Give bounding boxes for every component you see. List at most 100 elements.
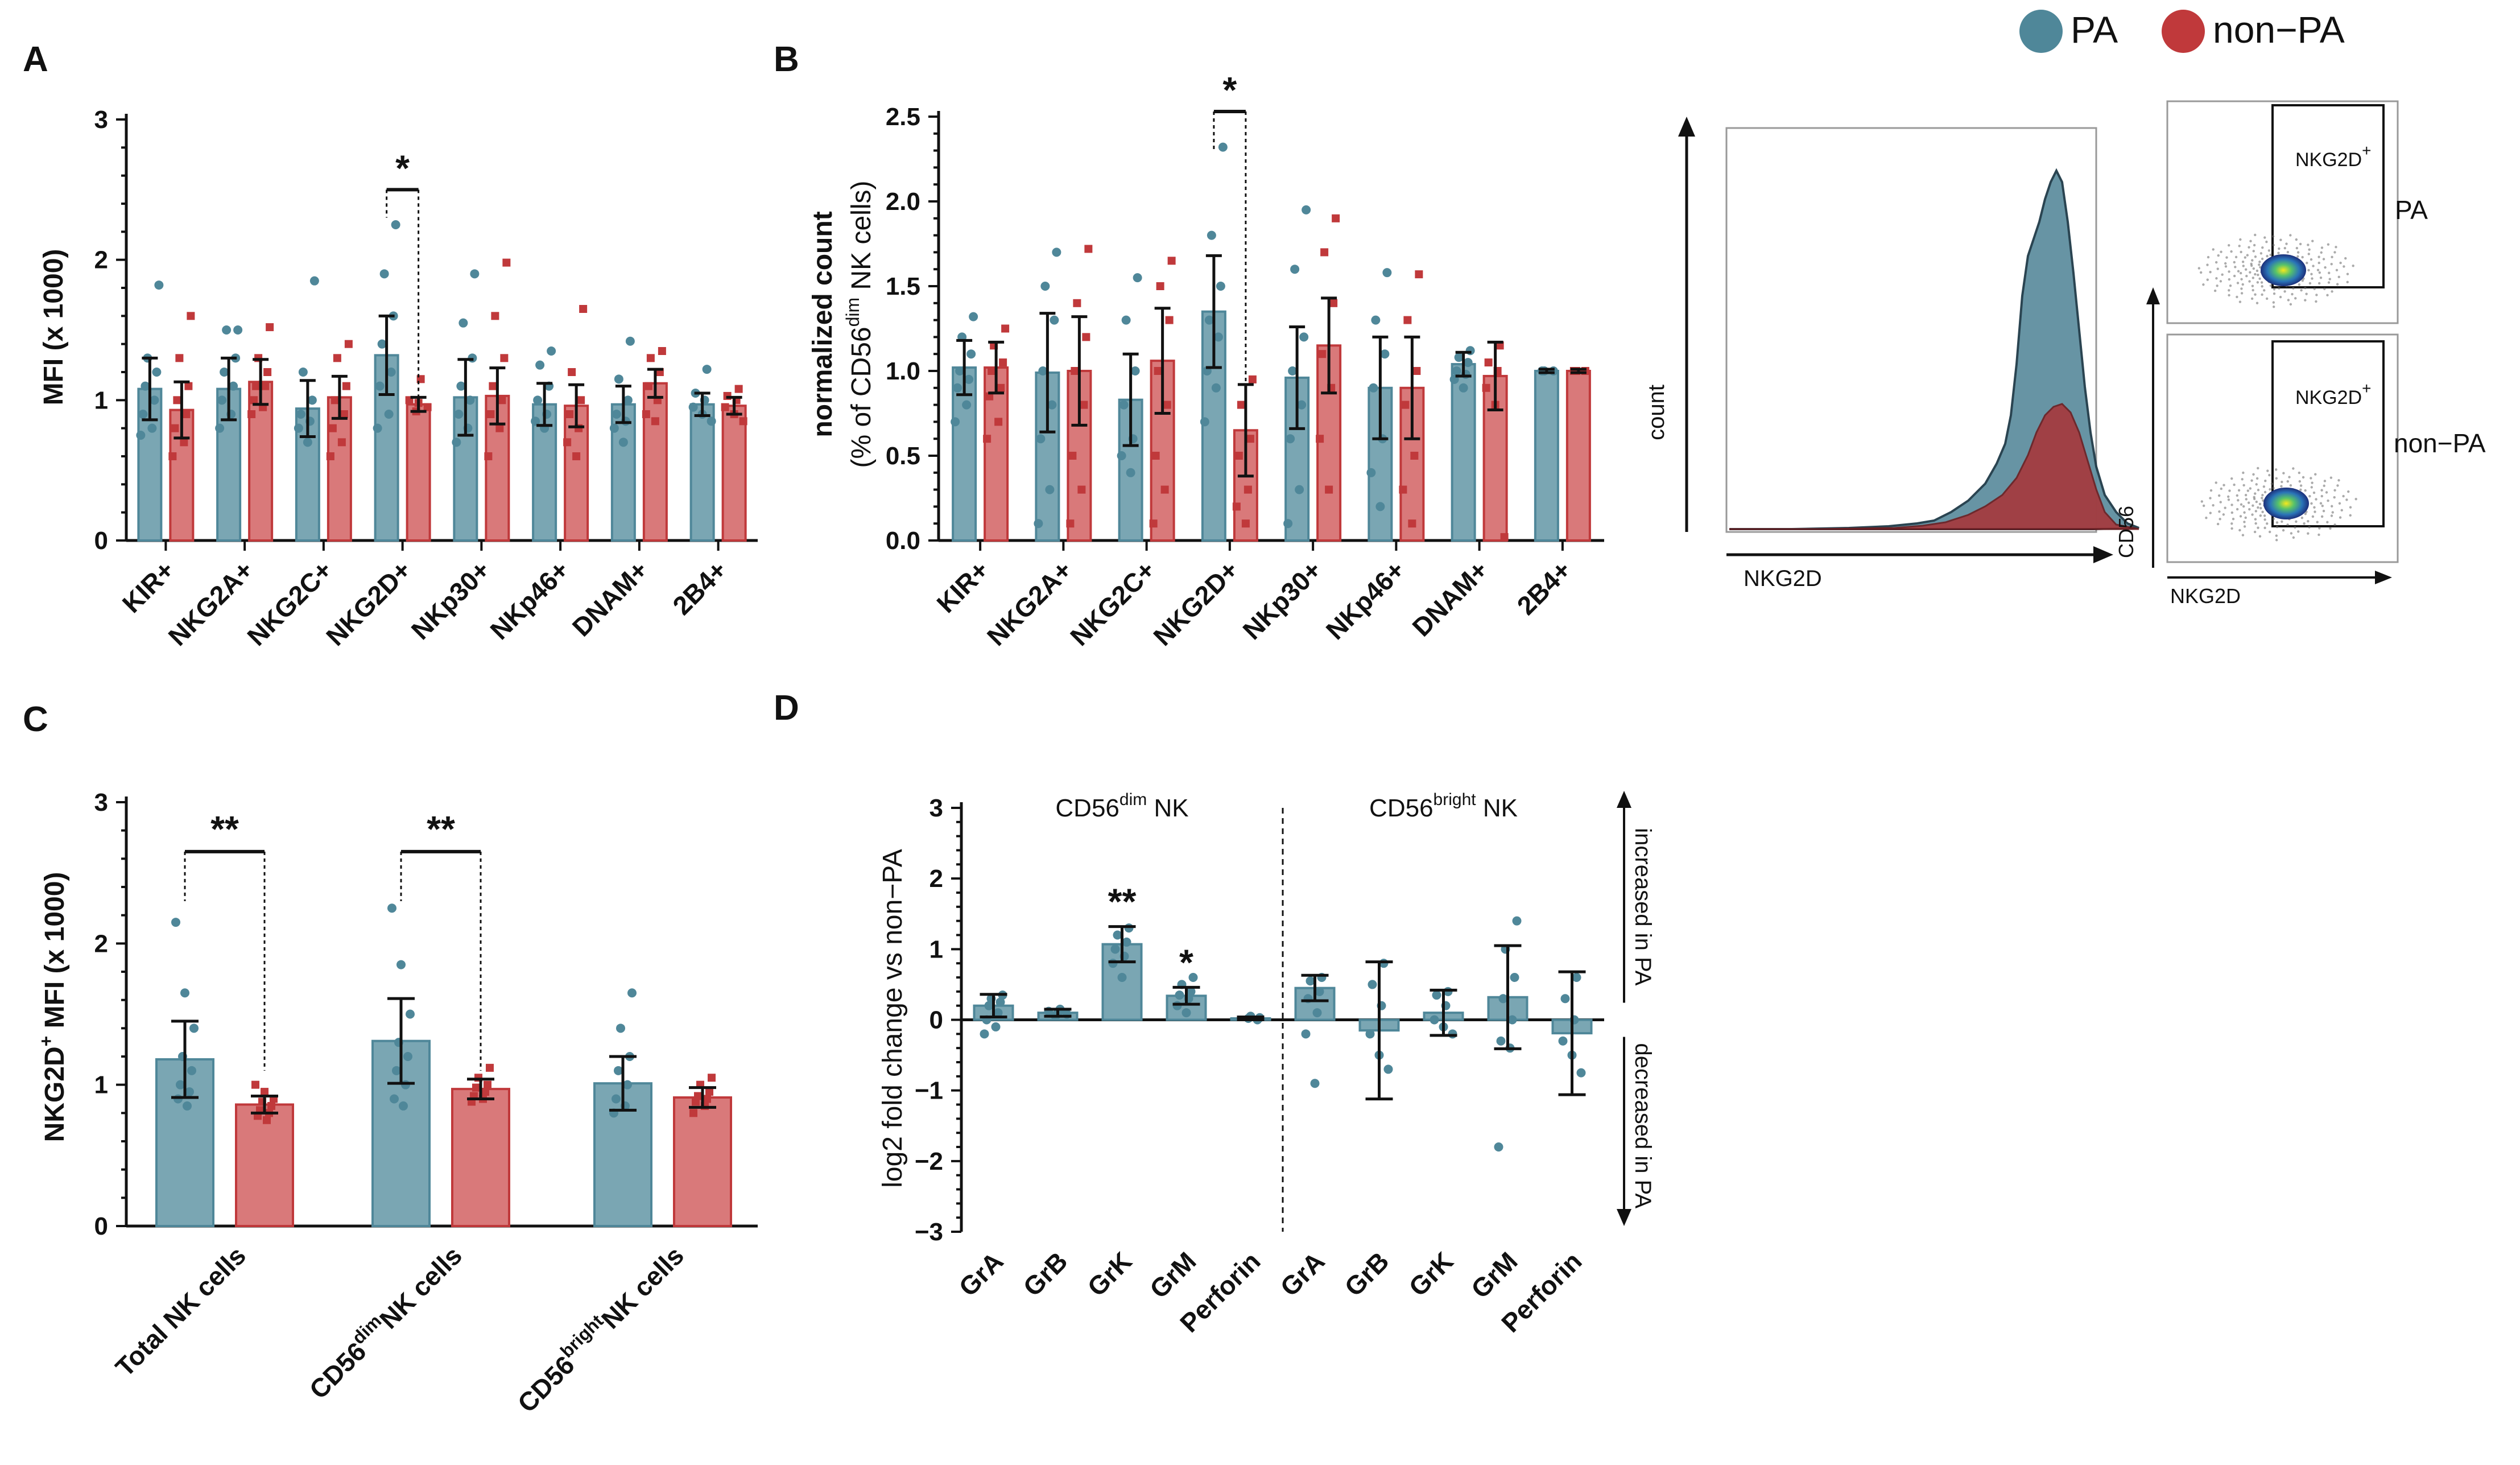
scatter-event xyxy=(2311,481,2314,484)
panel-d-side-arrow-gap xyxy=(1607,1002,1641,1037)
scatter-event xyxy=(2317,533,2320,537)
scatter-x-arrow xyxy=(2375,571,2392,584)
panel-a-category-label: 2B4+ xyxy=(667,555,732,620)
panel-b-point-non-pa xyxy=(1410,452,1419,460)
scatter-event xyxy=(2258,261,2261,263)
scatter-event xyxy=(2240,503,2243,506)
scatter-event xyxy=(2228,244,2230,247)
scatter-event xyxy=(2307,532,2310,535)
panel-label-c: C xyxy=(23,700,48,739)
panel-a-point-pa xyxy=(294,423,303,433)
panel-b-point-non-pa xyxy=(1068,452,1077,460)
scatter-event xyxy=(2241,261,2245,263)
panel-c-point-non-pa xyxy=(486,1063,494,1072)
scatter-event xyxy=(2319,277,2323,279)
scatter-event xyxy=(2269,284,2273,287)
scatter-event xyxy=(2338,502,2341,505)
scatter-event xyxy=(2331,505,2333,507)
panel-b-point-non-pa xyxy=(1403,316,1412,324)
panel-b-category-label: NKp30+ xyxy=(1237,555,1327,645)
scatter-event xyxy=(2279,295,2282,299)
panel-d-point xyxy=(1312,1008,1322,1018)
scatter-event xyxy=(2248,246,2250,249)
panel-a-point-non-pa xyxy=(342,382,350,390)
scatter-event xyxy=(2233,274,2236,278)
scatter-event xyxy=(2286,250,2290,254)
scatter-event xyxy=(2199,271,2203,274)
scatter-event xyxy=(2288,476,2291,478)
panel-b-point-pa xyxy=(1119,400,1129,410)
panel-b-point-pa xyxy=(1454,353,1464,362)
scatter-event xyxy=(2343,265,2345,268)
scatter-event xyxy=(2244,256,2247,259)
scatter-event xyxy=(2256,281,2259,284)
panel-a-point-pa xyxy=(229,381,238,391)
scatter-event xyxy=(2299,488,2302,492)
scatter-pa-gate xyxy=(2271,104,2385,288)
panel-b-point-pa xyxy=(1283,519,1293,529)
panel-a-point-non-pa xyxy=(252,382,261,390)
panel-a-point-pa xyxy=(141,381,150,391)
panel-a-point-pa xyxy=(377,339,387,349)
panel-d-point xyxy=(1310,1079,1320,1088)
scatter-event xyxy=(2314,510,2316,513)
scatter-event xyxy=(2261,285,2263,288)
panel-d-ytick-label: −2 xyxy=(915,1148,943,1175)
panel-d-category-label: GrA xyxy=(953,1246,1009,1302)
scatter-event xyxy=(2233,261,2236,264)
scatter-event xyxy=(2250,479,2253,482)
scatter-event xyxy=(2258,277,2261,280)
panel-b-bar-pa xyxy=(952,366,977,542)
panel-b-point-pa xyxy=(1548,366,1558,375)
panel-a-point-pa xyxy=(215,423,225,433)
scatter-event xyxy=(2331,290,2333,293)
panel-d-point xyxy=(1383,1064,1393,1074)
scatter-event xyxy=(2253,244,2256,247)
panel-a-point-pa xyxy=(298,368,308,377)
scatter-event xyxy=(2241,478,2244,481)
panel-b-point-non-pa xyxy=(1001,324,1010,333)
panel-b-point-pa xyxy=(1371,315,1381,325)
panel-a-ytick-label: 0 xyxy=(94,527,108,555)
scatter-event xyxy=(2269,253,2272,257)
scatter-event xyxy=(2263,236,2266,239)
panel-d-point xyxy=(1430,1015,1439,1025)
panel-d-point xyxy=(1558,1036,1568,1046)
scatter-event xyxy=(2301,279,2304,282)
scatter-event xyxy=(2294,526,2296,529)
scatter-event xyxy=(2236,507,2239,511)
panel-b-point-pa xyxy=(1382,268,1392,278)
panel-a-point-non-pa xyxy=(266,323,274,332)
panel-c-point-pa xyxy=(180,988,189,998)
histogram-non-pa-curve xyxy=(1729,403,2139,530)
scatter-event xyxy=(2278,287,2281,290)
scatter-event xyxy=(2268,473,2271,477)
legend-non-pa-label: non−PA xyxy=(2213,9,2345,51)
scatter-event xyxy=(2261,246,2264,249)
panel-a-point-non-pa xyxy=(500,354,509,362)
scatter-event xyxy=(2251,284,2254,287)
panel-b-point-pa xyxy=(1380,349,1390,359)
scatter-event xyxy=(2202,283,2205,286)
panel-d-point xyxy=(1122,937,1131,947)
panel-b-point-non-pa xyxy=(1248,375,1257,383)
scatter-event xyxy=(2292,287,2295,290)
panel-label-a: A xyxy=(23,40,48,79)
panel-b-point-non-pa xyxy=(1408,519,1416,528)
scatter-event xyxy=(2259,252,2263,255)
panel-b-point-non-pa xyxy=(1165,316,1174,324)
panel-b-point-pa xyxy=(1130,366,1140,375)
scatter-event xyxy=(2289,484,2292,487)
scatter-event xyxy=(2322,510,2325,513)
scatter-event xyxy=(2240,278,2243,280)
panel-b-point-non-pa xyxy=(1080,401,1088,409)
panel-b-point-pa xyxy=(1036,434,1046,444)
scatter-event xyxy=(2261,293,2263,296)
scatter-event xyxy=(2219,501,2222,504)
panel-b-ytick-label: 0.5 xyxy=(886,442,920,470)
scatter-event xyxy=(2200,500,2204,503)
scatter-event xyxy=(2307,519,2310,523)
panel-b-point-non-pa xyxy=(1241,519,1250,528)
panel-b-point-pa xyxy=(962,400,972,410)
panel-b-category-label: NKG2D+ xyxy=(1147,555,1244,651)
